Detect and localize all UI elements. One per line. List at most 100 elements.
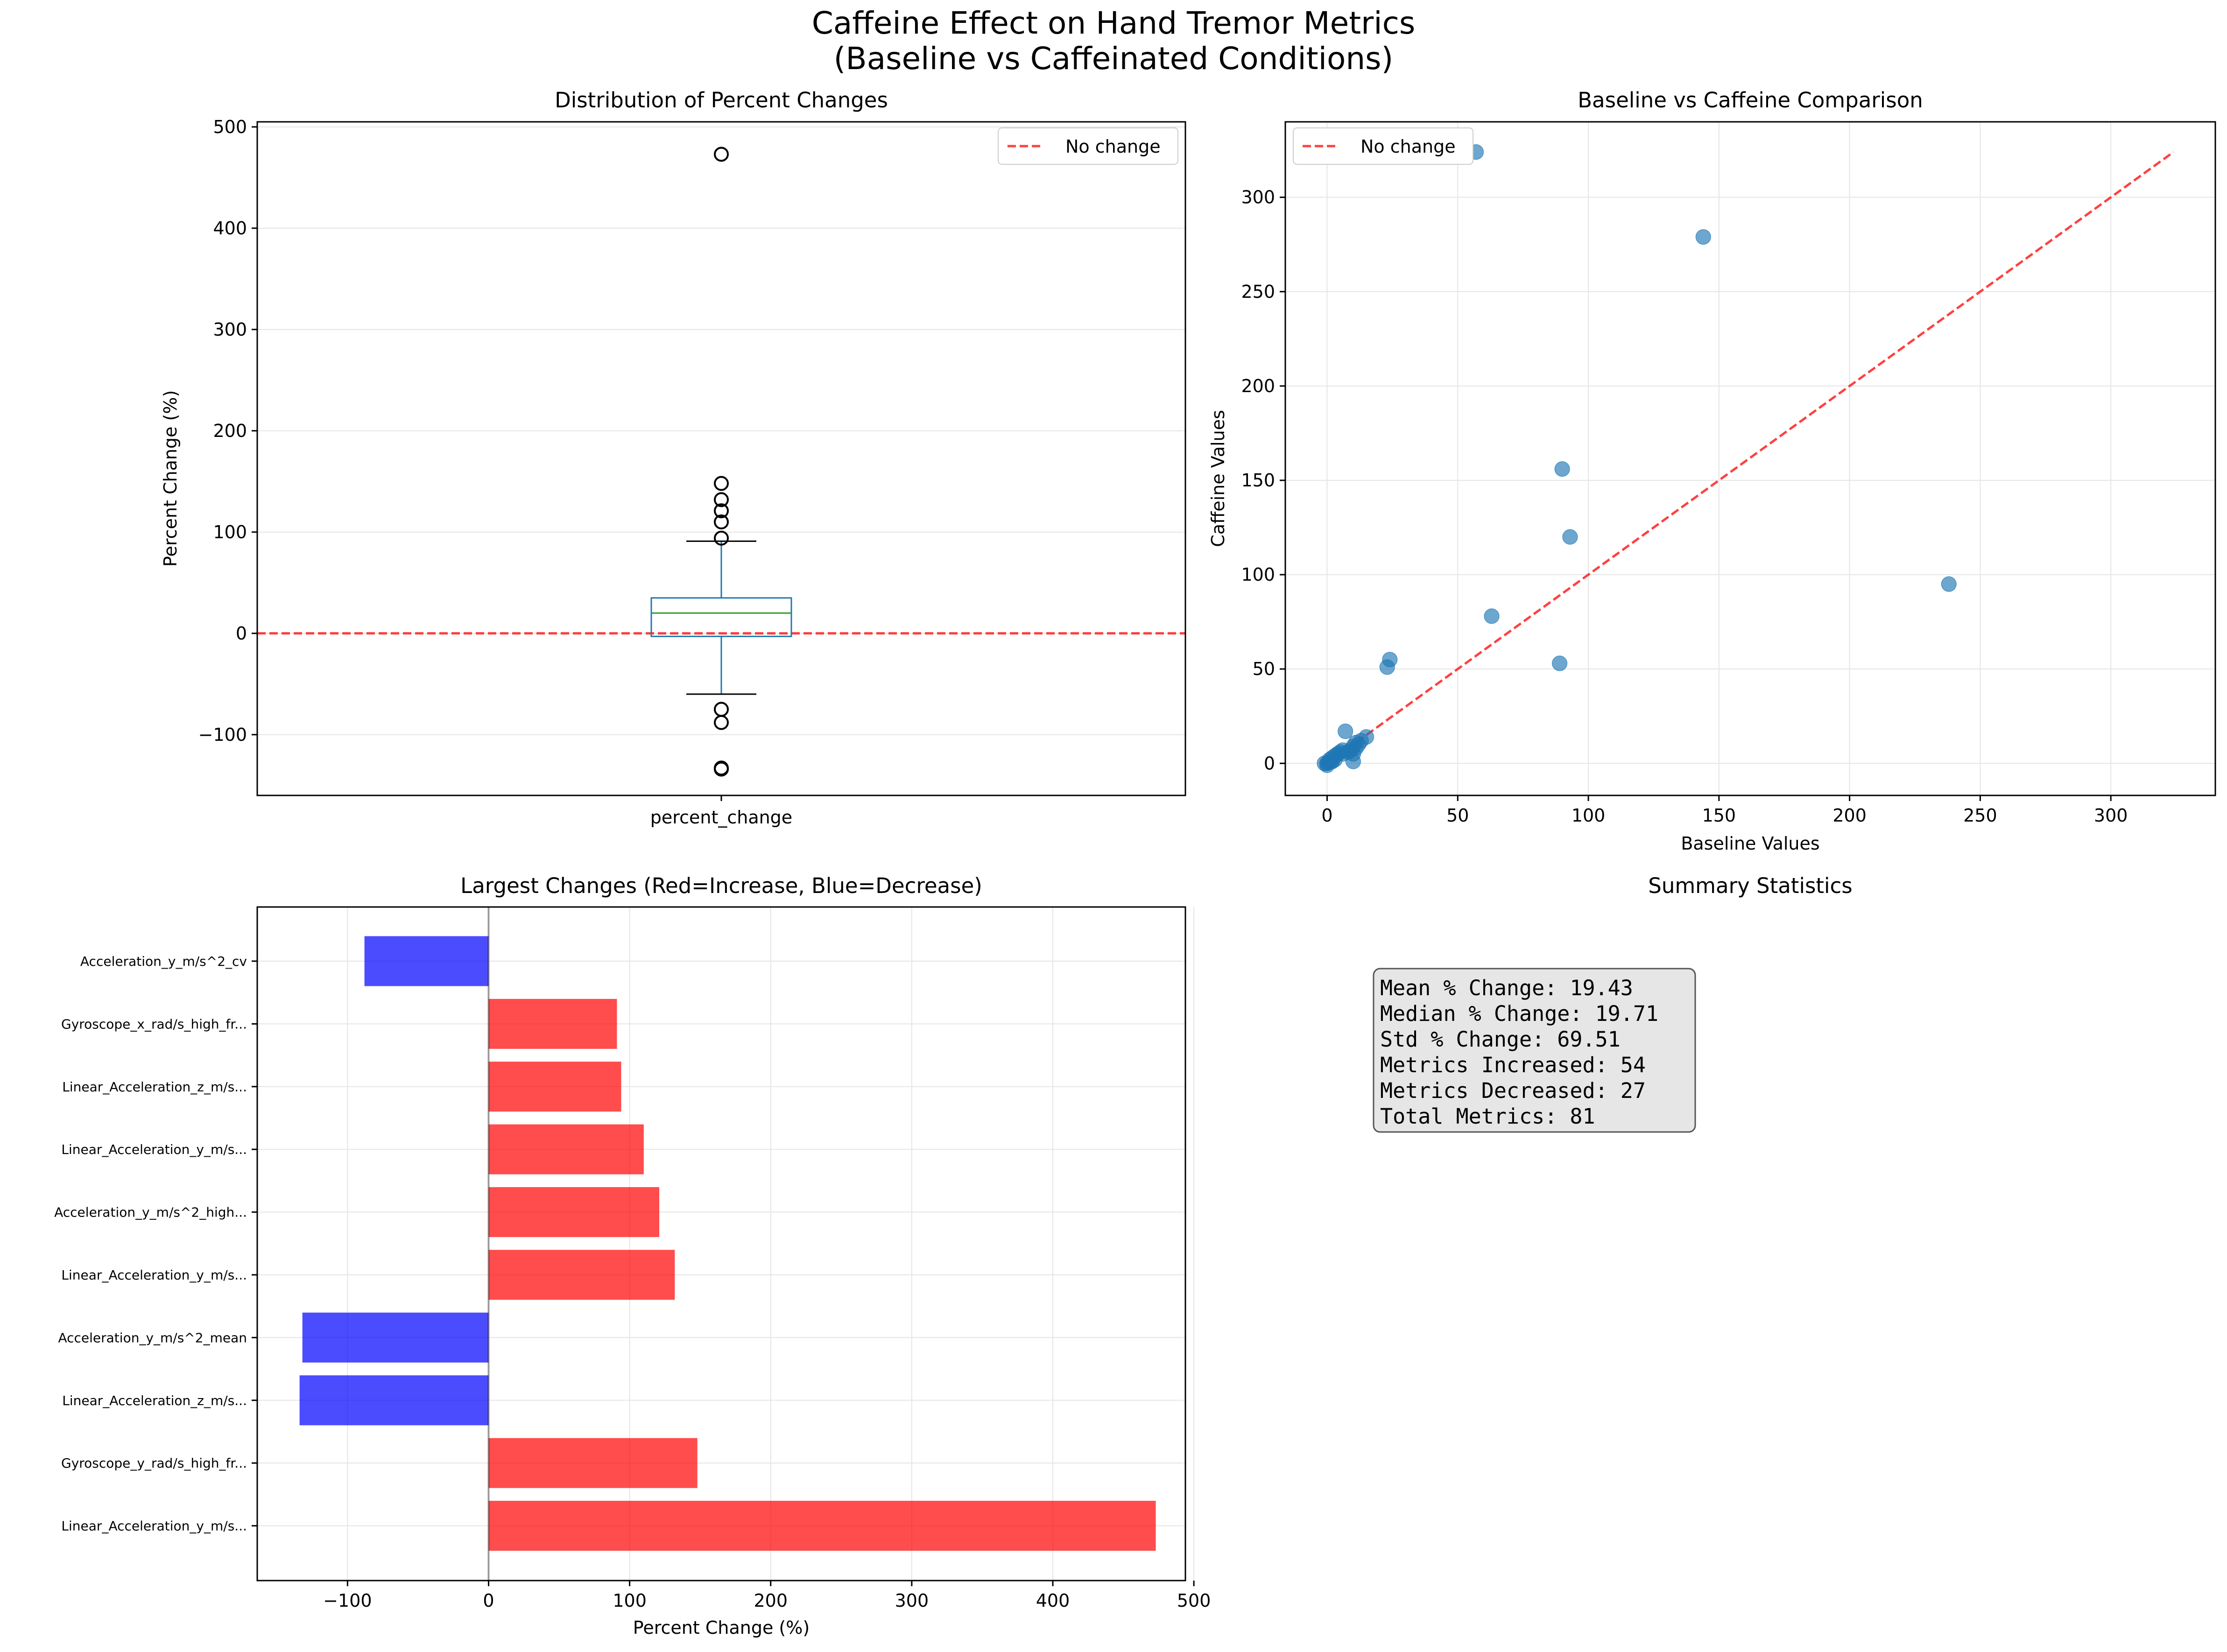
barh-bar <box>299 1375 489 1426</box>
barh-category-label: Linear_Acceleration_y_m/s... <box>61 1518 247 1534</box>
scatter-x-tick-label: 200 <box>1832 805 1867 826</box>
scatter-no-change-line <box>1326 151 2174 765</box>
scatter-y-tick-label: 200 <box>1241 376 1275 396</box>
scatter-y-tick-label: 50 <box>1253 659 1275 679</box>
barh-x-tick-label: −100 <box>323 1590 372 1611</box>
boxplot-outlier <box>714 147 729 162</box>
figure-title-line1: Caffeine Effect on Hand Tremor Metrics <box>812 5 1416 41</box>
barh-bar <box>488 1187 660 1237</box>
barh-category-label: Linear_Acceleration_y_m/s... <box>61 1142 247 1157</box>
barh-category-label: Gyroscope_y_rad/s_high_fr... <box>61 1455 247 1471</box>
barh-category-label: Gyroscope_x_rad/s_high_fr... <box>61 1016 247 1032</box>
boxplot-outlier <box>714 514 729 530</box>
summary-line-std: Std % Change: 69.51 <box>1380 1027 1621 1052</box>
barh-axes-frame <box>256 906 1186 1582</box>
scatter-point <box>1695 229 1711 245</box>
scatter-point <box>1323 753 1339 769</box>
summary-panel: Summary Statistics Mean % Change: 19.43 … <box>1373 873 1853 1133</box>
summary-line-decreased: Metrics Decreased: 27 <box>1380 1078 1646 1103</box>
summary-box <box>1373 968 1696 1133</box>
scatter-y-tick-label: 300 <box>1241 187 1275 208</box>
boxplot-y-tick-label: 400 <box>213 218 247 239</box>
boxplot-outlier <box>714 761 729 777</box>
barh-bar <box>488 1438 698 1488</box>
barh-category-label: Linear_Acceleration_z_m/s... <box>62 1393 247 1408</box>
barh-bar <box>364 936 489 986</box>
scatter-point <box>1552 655 1568 671</box>
barh-x-tick-label: 100 <box>613 1590 647 1611</box>
barh-category-label: Acceleration_y_m/s^2_mean <box>58 1330 247 1345</box>
barh-bar <box>488 1124 644 1174</box>
scatter-point <box>1562 529 1578 545</box>
boxplot-y-tick-label: 500 <box>213 117 247 137</box>
scatter-x-tick-label: 50 <box>1446 805 1469 826</box>
boxplot-y-tick-label: −100 <box>198 724 247 745</box>
barh-x-tick-label: 200 <box>754 1590 788 1611</box>
scatter-y-tick-label: 150 <box>1241 470 1275 491</box>
scatter-legend-box <box>1293 127 1473 165</box>
scatter-points <box>1317 144 1957 773</box>
boxplot-outlier <box>714 476 729 491</box>
scatter-x-tick-label: 0 <box>1321 805 1332 826</box>
barh-x-axis-label: Percent Change (%) <box>633 1617 810 1638</box>
scatter-x-tick-label: 150 <box>1702 805 1736 826</box>
barh-x-tick-label: 500 <box>1177 1590 1211 1611</box>
summary-line-mean: Mean % Change: 19.43 <box>1380 976 1633 1000</box>
scatter-point <box>1351 737 1367 752</box>
scatter-x-tick-label: 300 <box>2094 805 2128 826</box>
boxplot-y-ticks: −100 0 100 200 300 400 500 <box>198 117 722 801</box>
scatter-point <box>1345 753 1361 769</box>
barh-category-label: Linear_Acceleration_z_m/s... <box>62 1079 247 1095</box>
boxplot-outlier <box>714 492 729 507</box>
boxplot-outlier <box>714 530 729 546</box>
boxplot-outlier <box>714 715 729 730</box>
boxplot-outliers <box>714 147 729 777</box>
figure-title-line2: (Baseline vs Caffeinated Conditions) <box>834 41 1394 77</box>
barh-bar <box>488 1501 1156 1551</box>
boxplot-y-tick-label: 300 <box>213 319 247 340</box>
scatter-point <box>1338 724 1353 739</box>
scatter-point <box>1941 576 1957 592</box>
scatter-x-tick-label: 100 <box>1572 805 1606 826</box>
scatter-axes-frame <box>1284 121 2216 796</box>
barh-x-tick-label: 300 <box>895 1590 929 1611</box>
boxplot-axes-frame <box>256 121 1186 796</box>
scatter-x-tick-label: 250 <box>1963 805 1997 826</box>
scatter-legend: No change <box>1293 127 1473 165</box>
scatter-point <box>1379 659 1395 675</box>
boxplot-panel: Distribution of Percent Changes Percent … <box>160 88 1186 828</box>
scatter-y-tick-label: 0 <box>1264 753 1275 773</box>
barh-category-label: Linear_Acceleration_y_m/s... <box>61 1267 247 1283</box>
boxplot-y-tick-label: 0 <box>236 623 247 644</box>
summary-title: Summary Statistics <box>1648 873 1852 898</box>
scatter-x-axis-label: Baseline Values <box>1681 833 1819 854</box>
scatter-title: Baseline vs Caffeine Comparison <box>1578 88 1923 112</box>
barh-bars <box>299 936 1156 1551</box>
summary-line-median: Median % Change: 19.71 <box>1380 1001 1658 1026</box>
boxplot-y-axis-label: Percent Change (%) <box>160 390 181 567</box>
scatter-legend-label: No change <box>1360 136 1456 157</box>
summary-line-increased: Metrics Increased: 54 <box>1380 1053 1646 1077</box>
boxplot-title: Distribution of Percent Changes <box>555 88 888 112</box>
scatter-point <box>1554 461 1570 477</box>
barh-category-label: Acceleration_y_m/s^2_cv <box>80 954 247 969</box>
barh-bar <box>488 998 617 1049</box>
summary-line-total: Total Metrics: 81 <box>1380 1104 1595 1129</box>
boxplot-outlier <box>714 503 729 519</box>
barh-bar <box>488 1061 621 1112</box>
barh-x-tick-label: 400 <box>1036 1590 1070 1611</box>
boxplot-y-tick-label: 100 <box>213 522 247 542</box>
scatter-point <box>1335 746 1351 762</box>
barh-category-label: Acceleration_y_m/s^2_high... <box>54 1205 247 1220</box>
barh-panel: Largest Changes (Red=Increase, Blue=Decr… <box>54 873 1211 1638</box>
barh-bar <box>488 1250 675 1300</box>
boxplot-legend-box <box>998 127 1178 165</box>
barh-ticks: −100 0 100 200 300 400 500 Acceleration_y_m/s^2… <box>54 954 1211 1611</box>
scatter-y-tick-label: 100 <box>1241 564 1275 585</box>
scatter-ticks: 0 50 100 150 200 250 300 0 50 100 150 200 250 300 <box>1241 187 2128 826</box>
scatter-reference-line <box>1326 151 2174 765</box>
barh-bar <box>302 1312 489 1363</box>
boxplot-legend: No change <box>998 127 1178 165</box>
boxplot-legend-label: No change <box>1065 136 1161 157</box>
